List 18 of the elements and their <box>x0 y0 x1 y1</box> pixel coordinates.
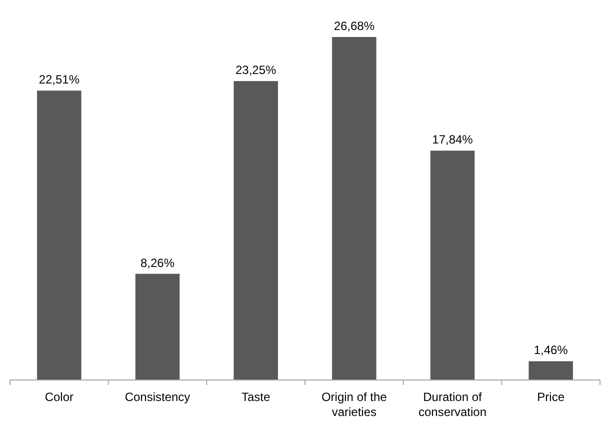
data-label: 1,46% <box>534 343 568 358</box>
bar <box>234 81 278 380</box>
x-tick-label: Color <box>44 390 74 404</box>
data-label: 23,25% <box>235 63 277 78</box>
data-label: 22,51% <box>38 72 80 87</box>
data-label: 17,84% <box>432 132 474 147</box>
bar <box>528 361 573 380</box>
bar <box>332 37 376 380</box>
data-label: 26,68% <box>334 19 375 33</box>
x-tick-label: Consistency <box>124 390 190 404</box>
x-tick-label: Duration of conservation <box>418 390 487 419</box>
x-tick-label: Price <box>537 390 565 404</box>
bar <box>430 150 475 380</box>
x-tick-label: Origin of the varieties <box>321 390 388 419</box>
data-label: 8,26% <box>140 256 175 270</box>
bar <box>37 90 82 380</box>
bar <box>135 274 180 380</box>
x-tick-label: Taste <box>241 390 270 404</box>
